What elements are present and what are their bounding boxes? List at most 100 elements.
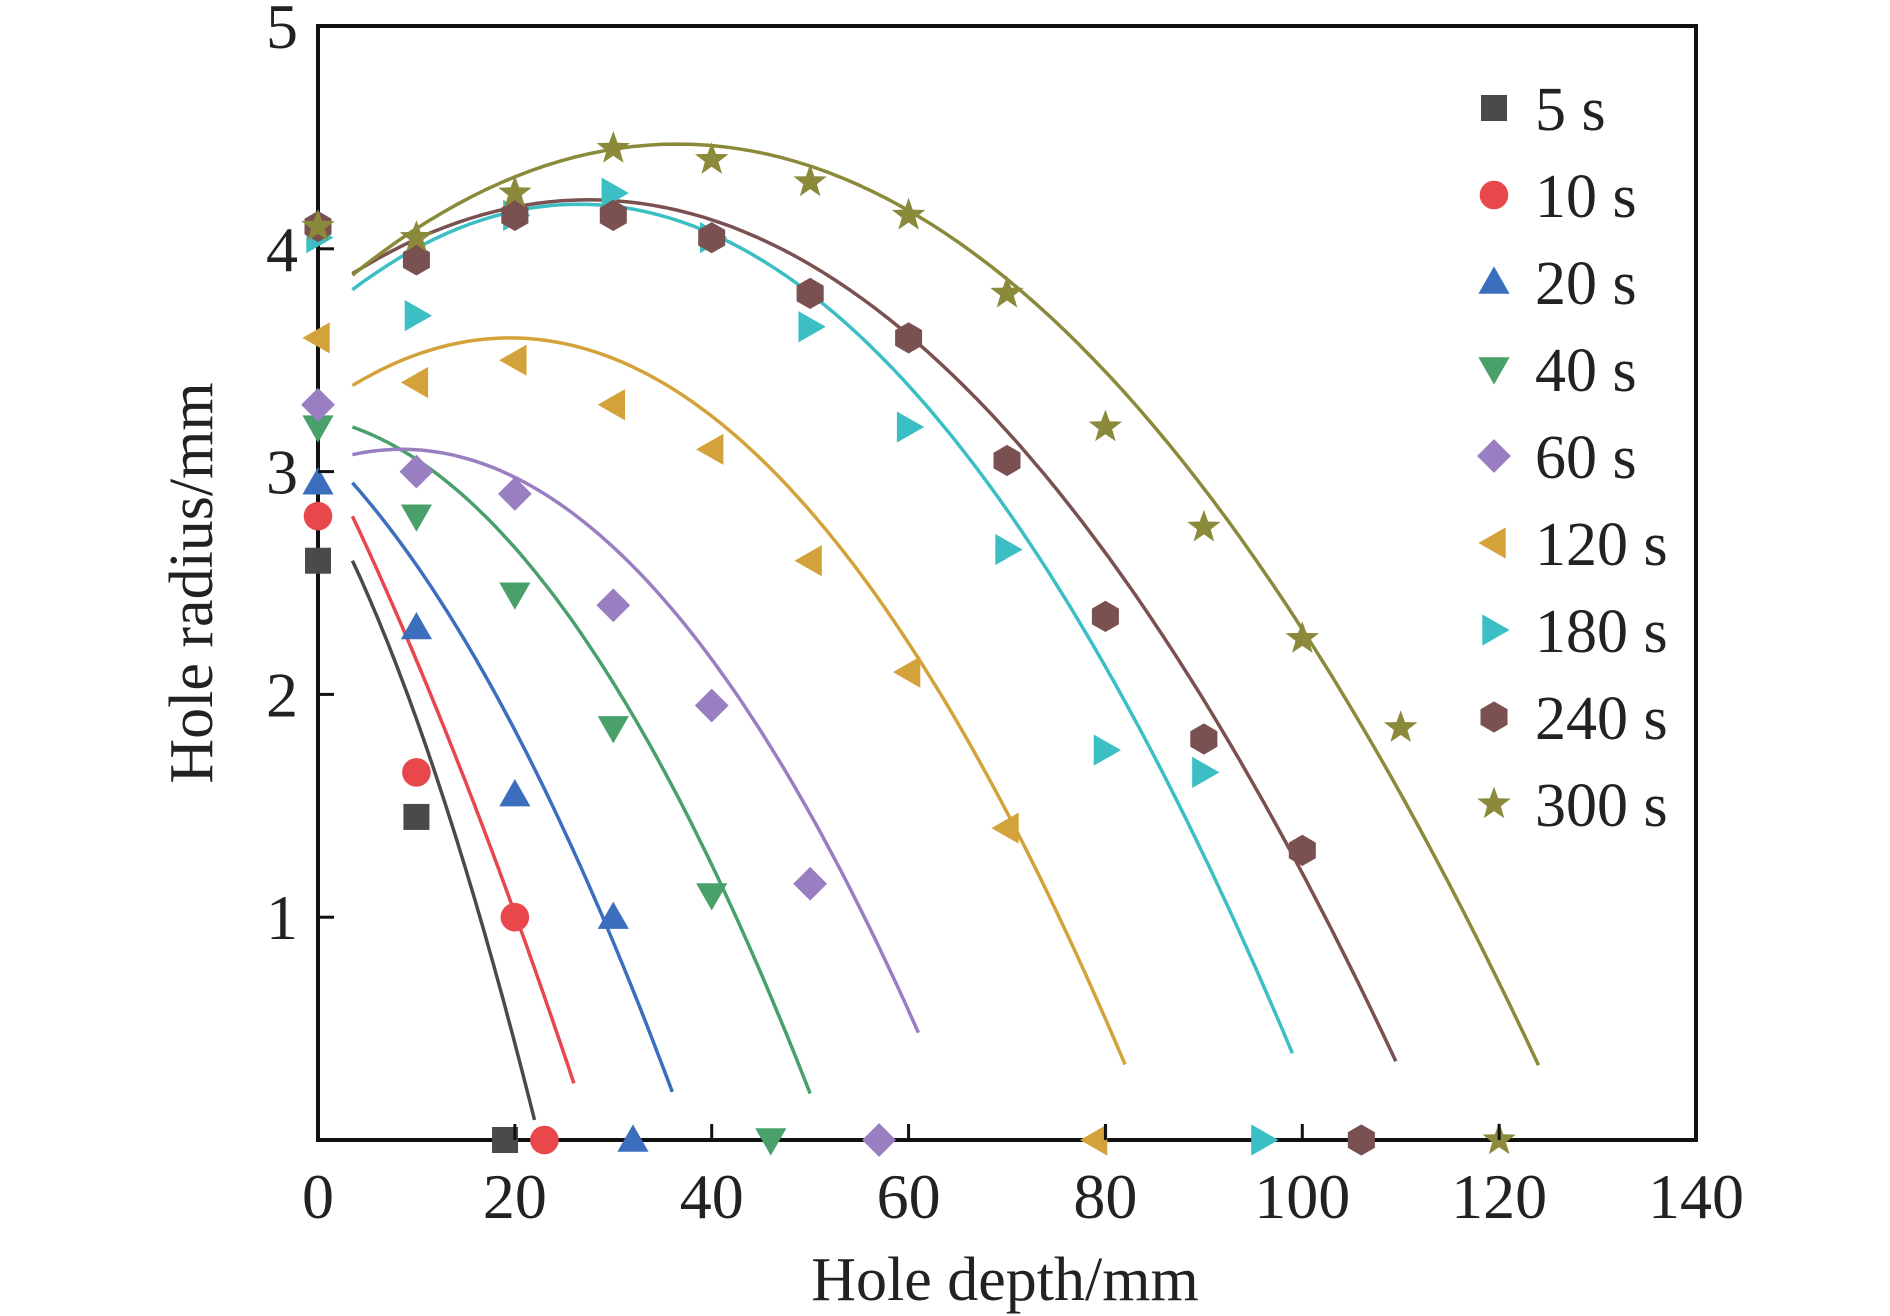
data-point: [991, 812, 1019, 844]
y-tick-label: 4: [266, 214, 298, 285]
legend-marker: [1478, 357, 1510, 385]
legend-label: 5 s: [1535, 76, 1606, 144]
data-point: [793, 164, 827, 197]
data-point: [500, 902, 530, 932]
plot-border: [316, 24, 1698, 1142]
legend: 5 s 10 s 20 s 40 s 60 s 120 s 180 s 240 s 300 s: [1477, 76, 1668, 840]
data-point: [499, 344, 527, 376]
data-point: [597, 901, 629, 929]
fit-curve-5s: [350, 559, 537, 1121]
data-point: [896, 411, 925, 443]
data-point: [400, 504, 433, 532]
data-markers: [301, 131, 1516, 1157]
data-point: [402, 244, 430, 276]
data-point: [1190, 723, 1218, 755]
legend-marker: [1479, 180, 1509, 210]
data-point: [794, 545, 822, 577]
data-point: [694, 688, 729, 723]
data-point: [497, 476, 532, 511]
data-point: [400, 611, 433, 640]
fit-curve-20s: [351, 481, 674, 1093]
data-point: [399, 454, 434, 489]
data-point: [1093, 734, 1122, 766]
data-point: [696, 433, 724, 465]
y-tick-label: 1: [266, 882, 298, 953]
x-tick-label: 40: [680, 1161, 744, 1232]
data-point: [601, 177, 629, 209]
data-point: [1285, 621, 1319, 653]
data-point: [891, 197, 926, 230]
data-point: [596, 131, 630, 163]
data-point: [498, 175, 532, 208]
plot-frame: [316, 24, 1698, 1142]
data-point: [399, 220, 434, 252]
y-axis-label: Hole radius/mm: [158, 382, 226, 783]
data-point: [793, 866, 828, 901]
legend-marker: [1478, 527, 1506, 559]
data-point: [599, 199, 627, 231]
legend-marker: [1477, 786, 1511, 819]
data-point: [1088, 409, 1123, 442]
legend-label: 10 s: [1535, 163, 1637, 231]
data-point: [755, 1128, 787, 1156]
data-point: [400, 366, 429, 399]
data-point: [1091, 600, 1119, 632]
data-point: [303, 501, 333, 531]
y-tick-label: 2: [266, 659, 298, 730]
fit-curves: [350, 142, 1541, 1121]
data-point: [1384, 710, 1418, 742]
data-point: [499, 779, 531, 807]
data-point: [404, 300, 433, 332]
data-point: [1187, 509, 1221, 542]
fit-curve-10s: [350, 515, 576, 1084]
data-point: [301, 209, 335, 241]
fit-curve-300s: [351, 142, 1541, 1066]
legend-label: 240 s: [1535, 685, 1668, 753]
fit-curve-60s: [352, 447, 920, 1034]
legend-label: 40 s: [1535, 337, 1637, 405]
data-point: [796, 277, 824, 309]
data-point: [617, 1124, 649, 1152]
data-point: [862, 1123, 896, 1157]
y-tick-label: 5: [266, 0, 298, 62]
data-point: [596, 588, 631, 623]
data-point: [1251, 1124, 1279, 1156]
data-point: [499, 582, 531, 610]
data-point: [302, 415, 334, 443]
legend-label: 60 s: [1535, 424, 1637, 492]
y-axis: 1 2 3 4 5: [266, 0, 334, 953]
x-tick-label: 100: [1254, 1161, 1350, 1232]
data-point: [895, 322, 923, 354]
x-tick-label: 80: [1073, 1161, 1137, 1232]
data-point: [597, 716, 629, 744]
x-tick-label: 140: [1648, 1161, 1744, 1232]
x-tick-label: 0: [302, 1161, 334, 1232]
data-point: [990, 275, 1024, 308]
legend-marker: [1480, 701, 1508, 733]
data-point: [402, 758, 431, 787]
data-point: [302, 322, 330, 354]
x-axis-label: Hole depth/mm: [811, 1246, 1198, 1314]
data-point: [1347, 1124, 1375, 1156]
data-point: [995, 533, 1023, 566]
legend-label: 120 s: [1535, 511, 1668, 579]
legend-label: 20 s: [1535, 250, 1637, 318]
data-point: [1192, 756, 1220, 788]
data-point: [993, 444, 1021, 477]
data-point: [301, 387, 335, 422]
legend-marker: [1477, 439, 1511, 473]
data-point: [695, 142, 729, 174]
data-point: [501, 199, 529, 231]
fit-curve-120s: [351, 336, 1127, 1066]
x-axis: 0 20 40 60 80 100 120 140: [302, 1124, 1744, 1232]
data-point: [698, 222, 726, 254]
x-tick-label: 60: [877, 1161, 941, 1232]
data-point: [798, 311, 826, 343]
legend-marker: [1481, 95, 1507, 121]
data-point: [530, 1125, 559, 1155]
fit-curve-180s: [351, 202, 1295, 1054]
y-tick-label: 3: [266, 437, 298, 508]
x-tick-label: 20: [483, 1161, 547, 1232]
